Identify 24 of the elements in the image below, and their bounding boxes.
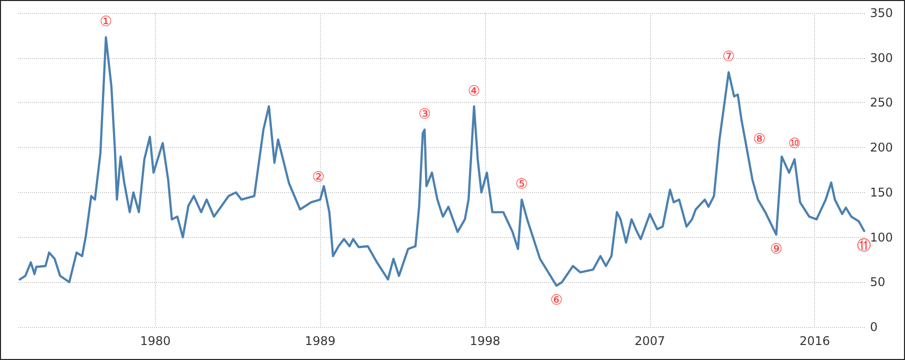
- x-tick-label: 1998: [470, 334, 500, 348]
- annotation: ⑨: [770, 242, 783, 258]
- annotation: ⑪: [857, 238, 872, 254]
- y-tick-label: 150: [870, 185, 893, 200]
- annotation: ⑧: [753, 131, 766, 148]
- annotation: ②: [312, 169, 325, 186]
- y-tick-label: 100: [870, 230, 893, 244]
- annotation: ⑥: [550, 292, 563, 309]
- x-tick-label: 2007: [634, 334, 666, 348]
- y-tick-label: 200: [870, 140, 893, 155]
- annotation: ③: [418, 106, 431, 123]
- y-tick-label: 50: [870, 275, 886, 290]
- annotation: ⑤: [515, 176, 528, 193]
- annotation: ⑩: [788, 136, 801, 152]
- x-tick-label: 2016: [799, 334, 830, 348]
- x-tick-label: 1980: [140, 334, 171, 348]
- annotation: ⑦: [722, 49, 735, 66]
- y-tick-label: 0: [870, 320, 878, 334]
- annotation: ④: [468, 83, 480, 100]
- y-tick-label: 300: [870, 50, 893, 65]
- y-tick-label: 250: [870, 96, 893, 110]
- x-tick-label: 1989: [304, 334, 336, 348]
- y-tick-label: 350: [870, 6, 893, 20]
- annotation: ①: [100, 14, 112, 30]
